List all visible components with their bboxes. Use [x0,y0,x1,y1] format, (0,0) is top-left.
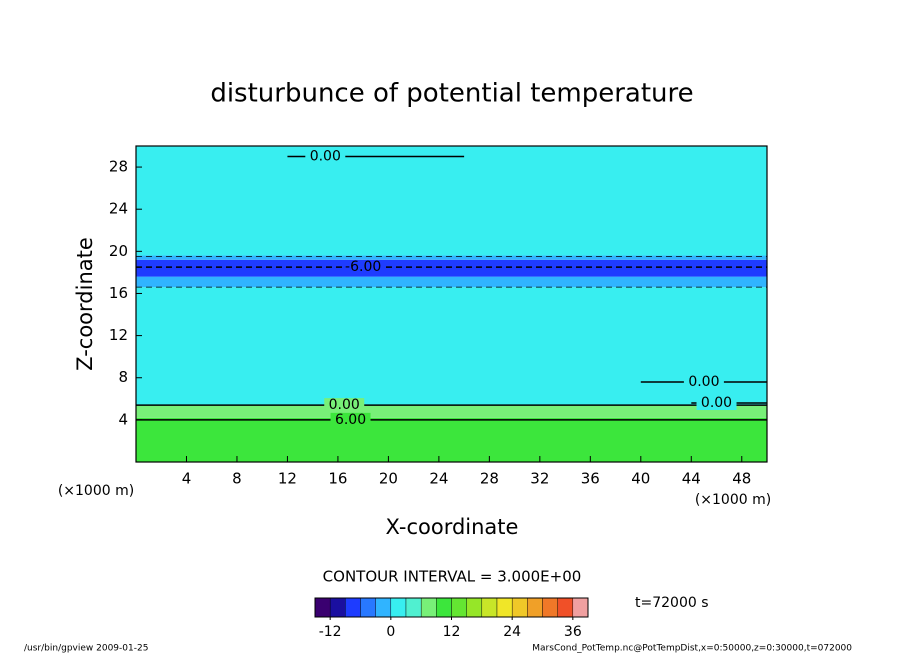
chart-title: disturbunce of potential temperature [210,79,693,109]
field-band [136,287,767,406]
plot-area: 6.000.000.000.00-6.000.00 [136,146,767,462]
colorbar-cell [451,597,467,618]
contour-label-bg [343,260,384,275]
footer-left: /usr/bin/gpview 2009-01-25 [24,644,148,654]
colorbar-cell [557,597,574,618]
contour-label-bg [305,149,346,164]
x-tick-label: 44 [682,470,701,488]
contour-label-bg [696,396,737,411]
field-band [136,255,767,260]
colorbar-tick-label: -12 [319,624,342,640]
x-tick-label: 8 [232,470,242,488]
x-tick-label: 16 [328,470,347,488]
colorbar-cell [436,597,452,618]
y-tick-label: 4 [118,410,128,428]
colorbar-cell [572,597,589,618]
colorbar-cell [375,597,392,618]
y-tick-label: 12 [109,326,128,344]
y-tick-label: 20 [109,242,128,260]
colorbar-tick-label: 0 [386,624,395,640]
x-tick-label: 32 [530,470,549,488]
colorbar-cell [420,597,437,618]
x-axis-label: X-coordinate [386,515,519,539]
colorbar-cell [496,597,513,618]
colorbar-cell [390,597,407,618]
contour-label-bg [330,412,371,427]
field-band [136,276,767,288]
footer-right: MarsCond_PotTemp.nc@PotTempDist,x=0:5000… [532,644,852,654]
contour-label: 0.00 [688,374,719,390]
contour-label: -6.00 [345,259,381,275]
colorbar-tick-label: 24 [503,624,521,640]
y-tick-label: 8 [118,368,128,386]
y-unit: (×1000 m) [58,483,134,499]
contour-label: 0.00 [701,395,732,411]
x-tick-label: 4 [182,470,192,488]
colorbar-cell [511,597,528,618]
field-band [136,417,767,462]
field-band [136,259,767,277]
y-tick-label: 24 [109,200,128,218]
contour-label-bg [683,374,724,389]
x-tick-label: 40 [631,470,650,488]
contour-interval: CONTOUR INTERVAL = 3.000E+00 [323,568,582,586]
y-axis-label: Z-coordinate [73,237,97,371]
x-unit: (×1000 m) [695,492,771,508]
contour-label: 0.00 [329,397,360,413]
y-tick-label: 28 [109,158,128,176]
colorbar-cell [345,597,361,618]
contour-label-bg [324,398,365,413]
x-tick-label: 28 [480,470,499,488]
y-tick-label: 16 [109,284,128,302]
x-tick-label: 20 [379,470,398,488]
colorbar-cell [481,597,498,618]
time-label: t=72000 s [635,595,709,611]
contour-label: 0.00 [310,149,341,165]
x-tick-label: 48 [732,470,751,488]
colorbar-tick-label: 36 [564,624,582,640]
colorbar-cell [360,597,376,618]
colorbar-cell [542,597,558,618]
x-tick-label: 24 [429,470,448,488]
plot-frame [135,145,768,463]
colorbar-cell [527,597,543,618]
colorbar-tick-label: 12 [443,624,461,640]
colorbar-cell [405,597,422,618]
contour-label: 6.00 [335,412,366,428]
x-tick-label: 36 [581,470,600,488]
x-tick-label: 12 [278,470,297,488]
colorbar-cell [329,597,346,618]
field-band [136,405,767,418]
colorbar-cell [314,597,331,618]
field-band [136,146,767,256]
colorbar-cell [466,597,483,618]
